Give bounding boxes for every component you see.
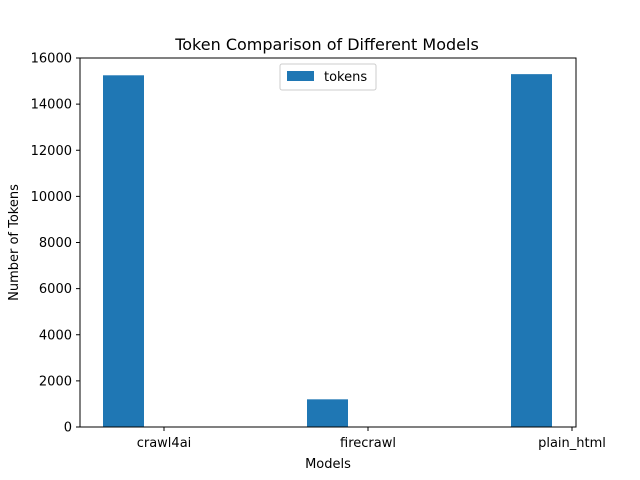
bar-plain_html (511, 74, 552, 428)
y-tick-label: 14000 (31, 98, 72, 113)
x-tick-label: firecrawl (340, 436, 396, 451)
y-axis-ticks: 0 2000 4000 6000 8000 10000 12000 14000 16000 (31, 52, 80, 436)
y-tick-label: 8000 (39, 236, 72, 251)
x-axis-ticks: crawl4ai firecrawl plain_html (137, 427, 606, 451)
y-axis-label: Number of Tokens (7, 184, 22, 301)
legend-box (279, 63, 377, 91)
bar-crawl4ai (103, 75, 144, 427)
legend: tokens (279, 63, 377, 91)
y-tick-label: 6000 (39, 282, 72, 297)
x-tick-label: plain_html (538, 436, 606, 451)
chart-title: Token Comparison of Different Models (174, 35, 479, 54)
y-tick-label: 10000 (31, 190, 72, 205)
axes-frame (79, 57, 577, 428)
y-tick-label: 12000 (31, 144, 72, 159)
x-tick-label: crawl4ai (137, 436, 192, 451)
plot-area: 0 2000 4000 6000 8000 10000 12000 14000 16000 cr… (31, 52, 606, 452)
bar-firecrawl (307, 399, 348, 427)
y-tick-label: 16000 (31, 52, 72, 67)
y-tick-label: 0 (64, 421, 72, 436)
legend-swatch (287, 71, 314, 81)
y-tick-label: 4000 (39, 328, 72, 343)
y-tick-label: 2000 (39, 374, 72, 389)
x-axis-label: Models (305, 457, 351, 472)
bars (103, 74, 552, 428)
legend-label: tokens (324, 70, 367, 85)
